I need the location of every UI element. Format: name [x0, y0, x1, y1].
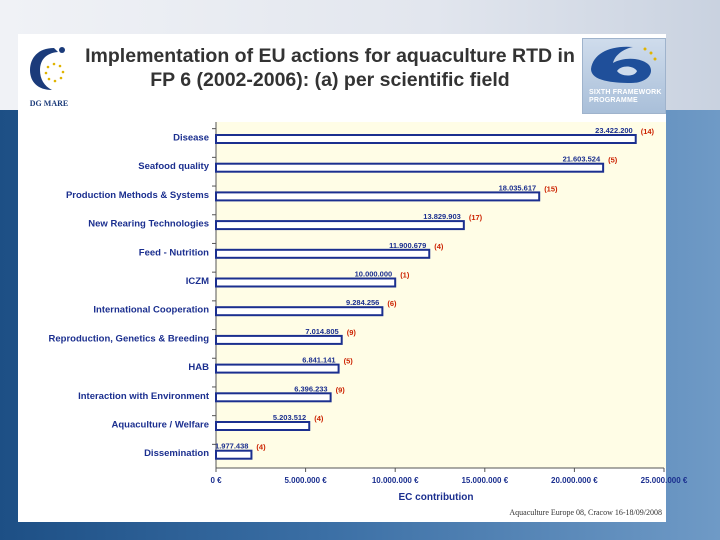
sixth-framework-label: SIXTH FRAMEWORK PROGRAMME — [589, 89, 662, 105]
plot-area — [216, 122, 666, 468]
bar-count-label: (5) — [608, 156, 618, 165]
bar-value-label: 18.035.617 — [499, 183, 537, 192]
page-title: Implementation of EU actions for aquacul… — [85, 45, 575, 91]
bar — [215, 220, 465, 231]
x-tick-label: 5.000.000 € — [284, 476, 327, 485]
bar-count-label: (6) — [387, 299, 397, 308]
x-tick-label: 15.000.000 € — [461, 476, 508, 485]
bar — [215, 248, 431, 259]
bar-value-label: 21.603.524 — [563, 155, 601, 164]
dg-mare-emblem-icon — [30, 47, 65, 90]
category-label: New Rearing Technologies — [88, 219, 209, 230]
bar-count-label: (4) — [314, 414, 324, 423]
bar-value-label: 23.422.200 — [595, 126, 633, 135]
bar — [215, 334, 343, 345]
category-label: Dissemination — [144, 448, 209, 459]
bar-count-label: (4) — [434, 242, 444, 251]
sixth-framework-emblem-icon — [591, 46, 657, 83]
bar-count-label: (1) — [400, 271, 410, 280]
x-tick-label: 10.000.000 € — [372, 476, 419, 485]
bar-value-label: 9.284.256 — [346, 298, 379, 307]
bar-value-label: 7.014.805 — [305, 327, 338, 336]
bar — [215, 134, 637, 144]
bar-value-label: 5.203.512 — [273, 413, 306, 422]
bar-count-label: (15) — [544, 184, 558, 193]
x-tick-label: 20.000.000 € — [551, 476, 598, 485]
bar-count-label: (4) — [256, 443, 266, 452]
sixth-framework-line1: SIXTH FRAMEWORK — [589, 89, 662, 96]
bar — [215, 162, 605, 173]
bar — [215, 306, 384, 317]
dg-mare-label: DG MARE — [29, 99, 69, 108]
sixth-framework-line2: PROGRAMME — [589, 97, 638, 104]
category-label: ICZM — [186, 276, 209, 287]
category-label: Seafood quality — [138, 161, 209, 172]
bar-value-label: 13.829.903 — [423, 212, 461, 221]
bar-value-label: 1.977.438 — [215, 442, 248, 451]
bar — [215, 191, 541, 202]
bar-count-label: (14) — [641, 127, 655, 136]
bar — [215, 449, 253, 460]
category-label: HAB — [188, 362, 209, 373]
bar-value-label: 6.396.233 — [294, 384, 327, 393]
bar-value-label: 6.841.141 — [302, 356, 335, 365]
bar-count-label: (17) — [469, 213, 483, 222]
bar — [215, 392, 332, 403]
bar — [215, 277, 397, 288]
bar-count-label: (9) — [336, 385, 346, 394]
bar-value-label: 10.000.000 — [355, 270, 393, 279]
footer-note: Aquaculture Europe 08, Cracow 16-18/09/2… — [509, 508, 662, 517]
x-tick-label: 25.000.000 € — [641, 476, 688, 485]
category-label: Reproduction, Genetics & Breeding — [49, 333, 210, 344]
x-tick-label: 0 € — [210, 476, 222, 485]
bar-value-label: 11.900.679 — [389, 241, 426, 250]
category-label: Interaction with Environment — [78, 391, 210, 402]
dg-mare-logo-icon: DG MARE — [24, 42, 74, 108]
bar-count-label: (9) — [347, 328, 357, 337]
category-label: Aquaculture / Welfare — [112, 420, 210, 431]
category-label: Production Methods & Systems — [66, 190, 209, 201]
sixth-framework-logo-icon: SIXTH FRAMEWORK PROGRAMME — [582, 38, 666, 114]
bar-count-label: (5) — [344, 357, 354, 366]
x-axis-title: EC contribution — [399, 492, 474, 503]
bar — [215, 363, 340, 374]
category-label: Feed - Nutrition — [139, 247, 209, 258]
bar — [215, 421, 311, 431]
category-label: Disease — [173, 133, 209, 144]
category-label: International Cooperation — [93, 305, 209, 316]
